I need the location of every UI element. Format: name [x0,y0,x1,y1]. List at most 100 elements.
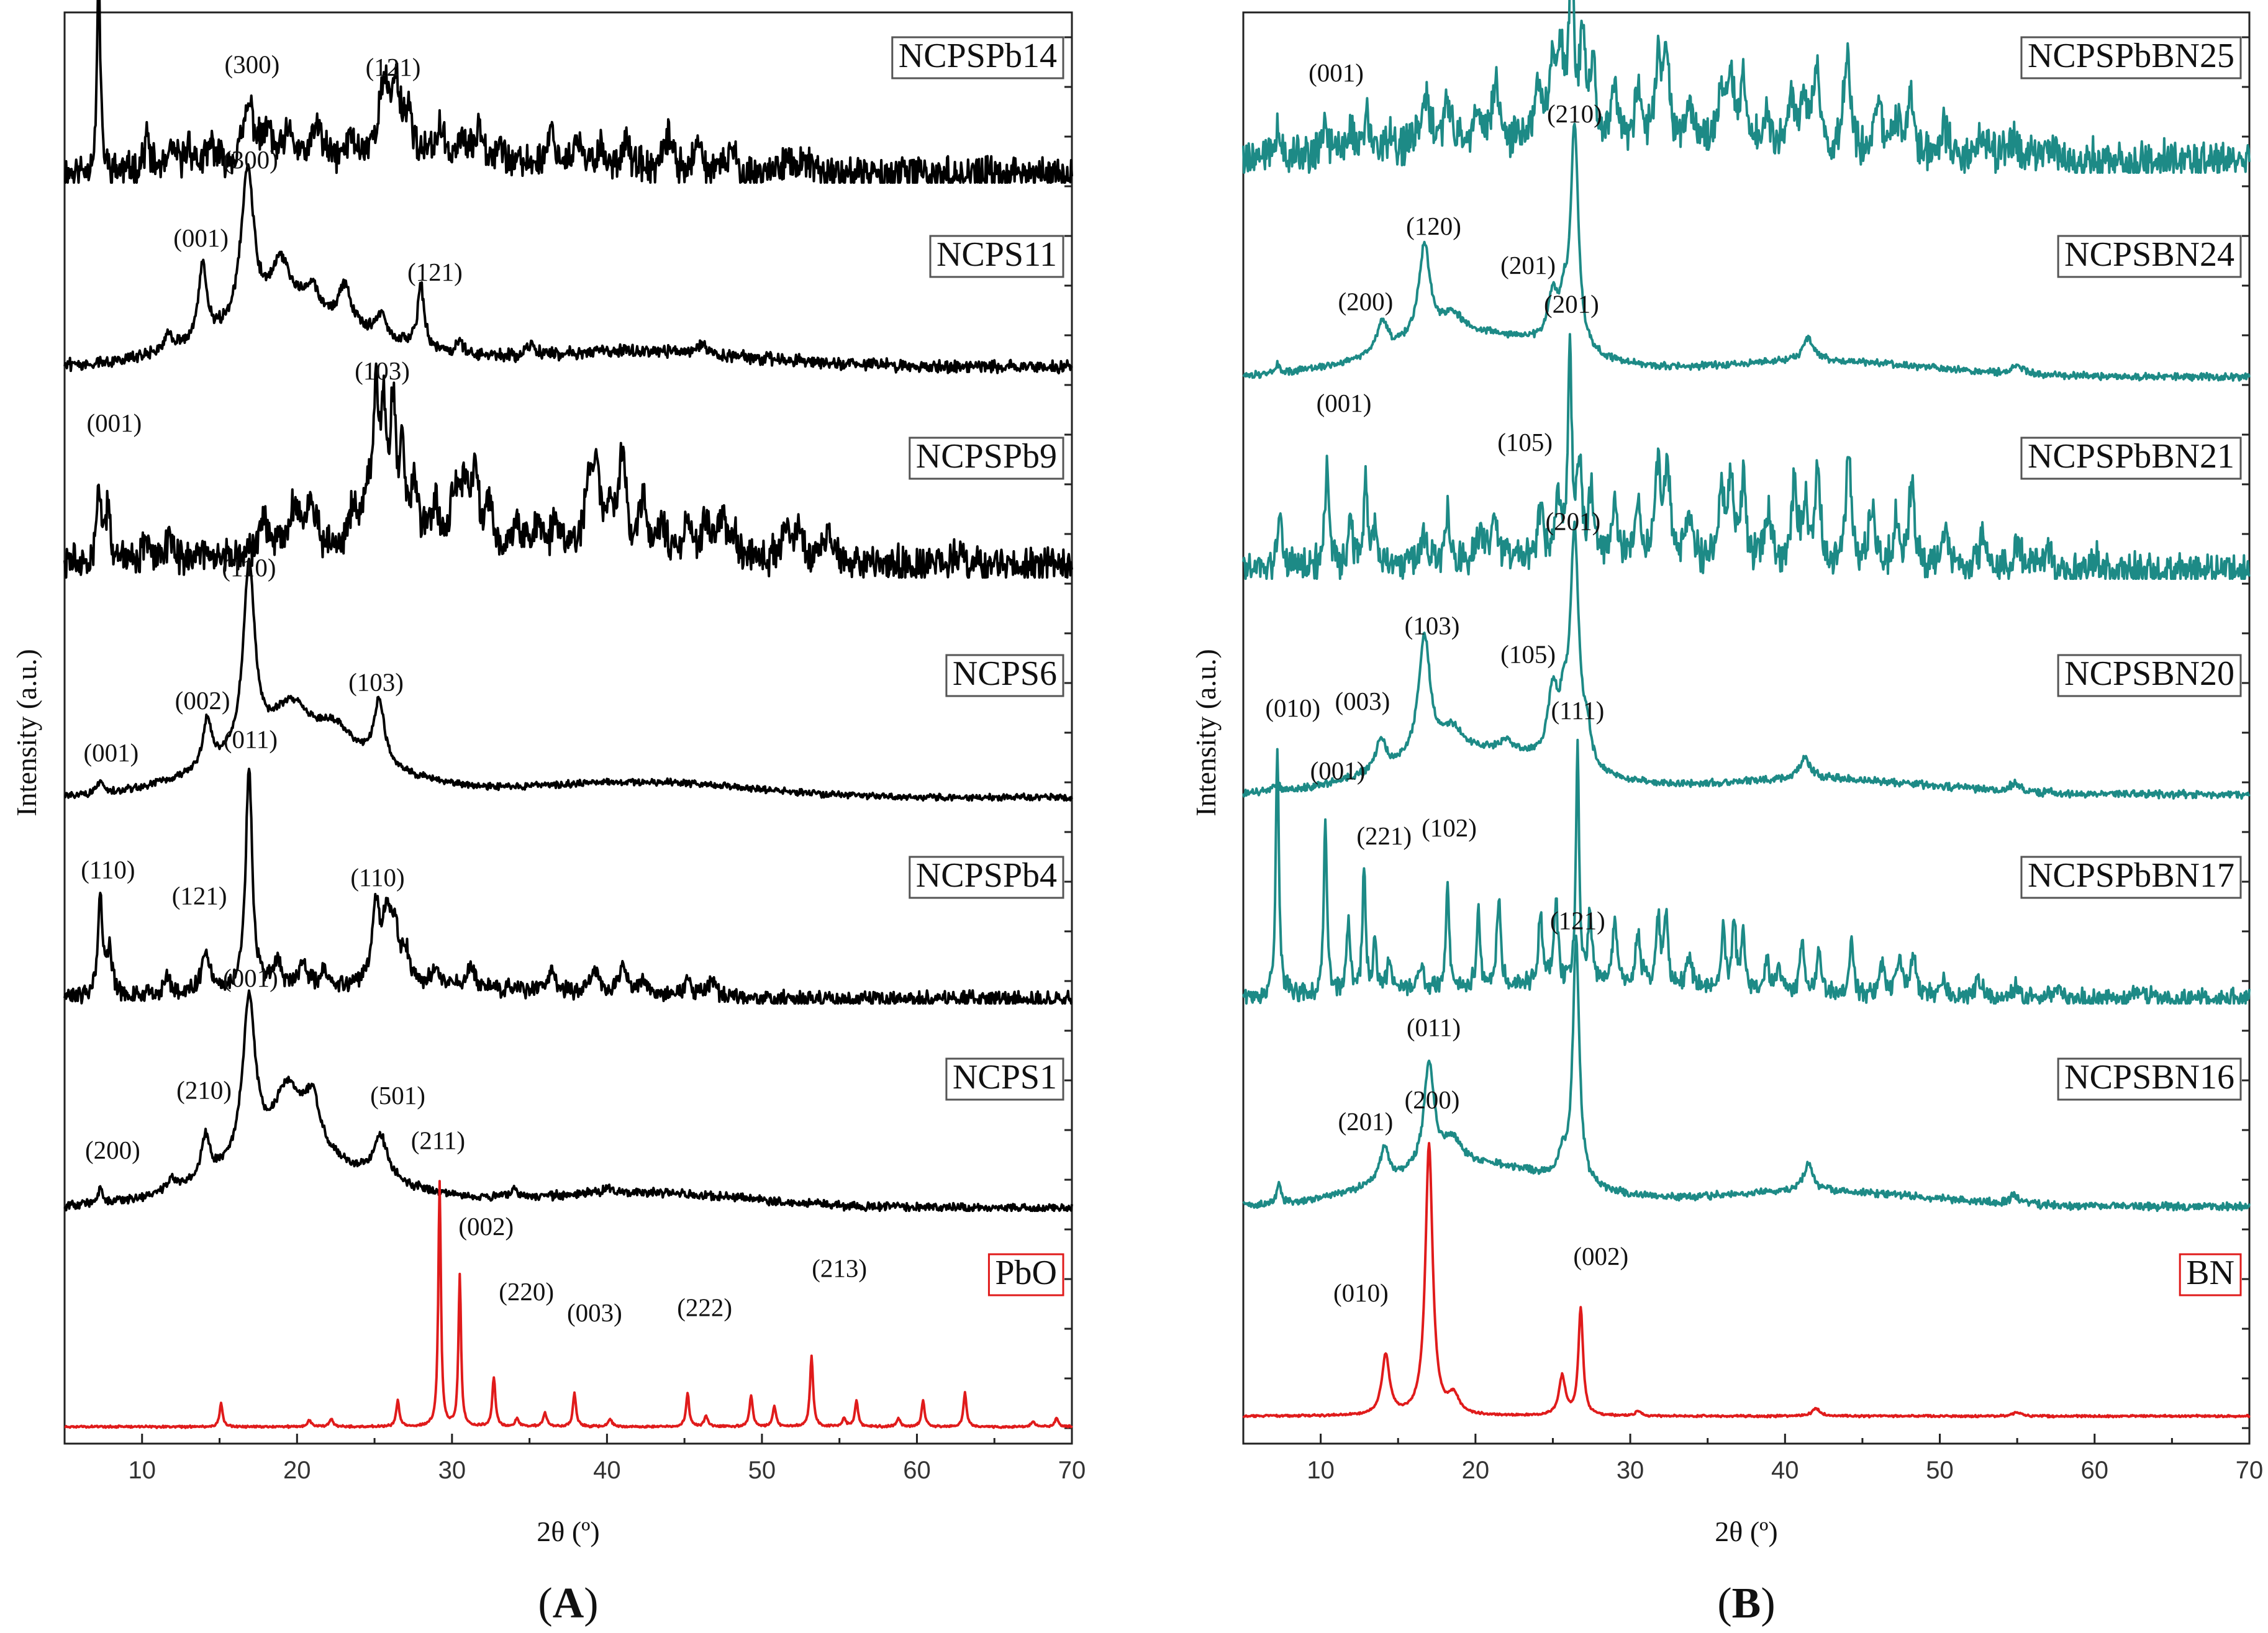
panel-a-chart: 10 20 30 40 50 60 70 (103) (300) (121) (300) (001)… [11,0,1086,1627]
panel-a-ticks: 10 20 30 40 50 60 70 [63,36,1086,1484]
sample-label-box [891,36,1064,79]
x-tick-label: 20 [283,1457,311,1484]
series-line-pbo [64,1180,1073,1429]
panel-b-peak-labels: (210)(001)(210)(120)(200)(201)(201)(001)… [1265,58,1628,1307]
panel-b-sample-labels: NCPSPbBN25 NCPSBN24 NCPSPbBN21 NCPSBN20 NCPS… [2020,36,2242,1296]
sample-label-text: NCPS6 [953,654,1057,693]
x-tick-label: 50 [748,1457,776,1484]
panel-a-y-axis-title: Intensity (a.u.) [11,649,42,816]
peak-label: (001) [173,224,229,252]
peak-label: (222) [677,1293,732,1321]
x-tick-label: 70 [2236,1457,2264,1484]
series-line-ncpspb9 [63,362,1073,579]
series-line-ncps6 [64,558,1073,802]
peak-label: (003) [1335,687,1390,715]
x-tick-label: 70 [1058,1457,1086,1484]
sample-label-text: NCPSPbBN17 [2028,856,2234,895]
sample-label-box [909,856,1064,899]
panel-b-traces [1242,0,2251,1419]
sample-label-ncpspbbn21: NCPSPbBN21 [2020,437,2242,480]
sample-label-ncpsbn20: NCPSBN20 [2057,654,2242,697]
peak-label: (105) [1497,428,1553,456]
sample-label-ncps11: NCPS11 [929,235,1064,278]
peak-label: (200) [1338,287,1393,316]
peak-label: (001) [86,409,142,437]
series-line-ncpspbbn17 [1242,738,2251,1005]
peak-label: (201) [1338,1107,1393,1136]
panel-b-letter: (B) [1717,1580,1775,1627]
sample-label-ncpspbbn17: NCPSPbBN17 [2020,856,2242,899]
peak-label: (210) [176,1075,232,1104]
peak-label: (121) [407,258,463,286]
peak-label: (003) [567,1298,622,1327]
sample-label-text: NCPS11 [937,235,1057,274]
peak-label: (120) [1406,212,1461,240]
peak-label: (220) [499,1277,554,1306]
sample-label-ncpspb4: NCPSPb4 [909,856,1064,899]
peak-label: (121) [1550,906,1605,934]
sample-label-ncpsbn16: NCPSBN16 [2057,1057,2242,1101]
sample-label-ncpspbbn25: NCPSPbBN25 [2020,36,2242,79]
sample-label-text: NCPSBN24 [2064,235,2234,274]
peak-label: (002) [458,1212,514,1241]
sample-label-box [945,654,1064,697]
peak-label: (200) [1405,1085,1460,1114]
series-line-ncpspbbn25 [1242,0,2251,174]
x-tick-label: 50 [1926,1457,1954,1484]
sample-label-text: NCPSPb9 [916,437,1057,476]
peak-label: (111) [1551,696,1604,725]
panel-a-letter: (A) [538,1580,598,1627]
peak-label: (200) [85,1136,140,1164]
sample-label-box [909,437,1064,480]
x-tick-label: 10 [1307,1457,1335,1484]
panel-b-y-axis-title: Intensity (a.u.) [1190,649,1222,816]
peak-label: (121) [366,53,421,81]
peak-label: (102) [1422,813,1477,842]
sample-label-box [2020,856,2242,899]
x-tick-label: 10 [129,1457,156,1484]
peak-label: (300) [223,145,278,174]
sample-label-text: NCPSPbBN25 [2028,37,2234,75]
series-line-ncps11 [63,163,1073,374]
x-tick-label: 40 [1771,1457,1799,1484]
sample-label-box [2020,36,2242,79]
sample-label-text: NCPSBN16 [2064,1058,2234,1097]
peak-label: (103) [1405,611,1460,640]
panel-a-x-axis-title: 2θ (º) [537,1516,599,1547]
peak-label: (010) [1265,694,1320,722]
panel-b-letter-text: B [1732,1580,1761,1627]
series-line-ncpspb4 [63,767,1073,1005]
panel-a-sample-labels: NCPSPb14 NCPS11 NCPSPb9 NCPS6 NCPSPb4 NCPS1 Pb… [891,36,1064,1296]
x-tick-label: 30 [438,1457,466,1484]
series-line-bn [1242,1142,2251,1419]
peak-label: (001) [83,738,138,767]
sample-label-text: PbO [995,1254,1057,1292]
panel-a-frame [63,11,1073,1445]
x-tick-label: 40 [593,1457,621,1484]
panel-b-ticks: 10 20 30 40 50 60 70 [1242,36,2264,1484]
series-line-ncpspb14 [64,0,1073,184]
x-tick-label: 60 [2081,1457,2109,1484]
panel-a-traces [63,0,1073,1429]
sample-label-text: NCPSPb4 [916,856,1057,895]
peak-label: (110) [222,553,276,582]
panel-a-letter-text: A [553,1580,584,1627]
peak-label: (002) [175,686,230,715]
peak-label: (201) [1545,507,1600,535]
sample-label-ncpspb9: NCPSPb9 [909,437,1064,480]
x-tick-label: 20 [1462,1457,1490,1484]
x-tick-label: 60 [903,1457,931,1484]
sample-label-text: NCPSPbBN21 [2028,437,2234,476]
sample-label-box [2057,1057,2242,1101]
sample-label-ncps6: NCPS6 [945,654,1064,697]
peak-label: (211) [411,1126,465,1155]
sample-label-text: NCPSPb14 [899,37,1057,75]
x-tick-label: 30 [1617,1457,1644,1484]
sample-label-pbo: PbO [987,1253,1064,1296]
peak-label: (103) [355,356,410,385]
peak-label: (213) [812,1254,867,1282]
peak-label: (201) [1544,290,1599,319]
